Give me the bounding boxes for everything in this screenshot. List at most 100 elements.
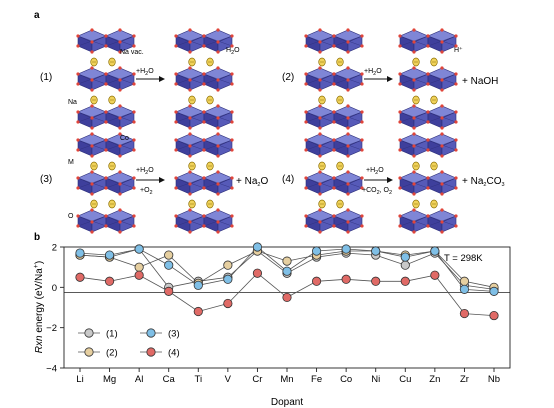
- point-series-3-zn: [430, 246, 440, 256]
- point-series-4-mn: [282, 292, 292, 303]
- point-series-2-zr: [459, 276, 470, 286]
- x-tick-label-fe: Fe: [311, 374, 322, 385]
- svg-text:+O2: +O2: [140, 187, 153, 196]
- svg-text:+CO2, O2: +CO2, O2: [362, 187, 392, 196]
- point-series-4-li: [75, 272, 85, 282]
- legend-marker-3: [146, 328, 156, 338]
- point-series-4-v: [223, 298, 233, 309]
- point-series-4-nb: [489, 310, 499, 321]
- reaction-2-side-product: + NaOH: [462, 76, 498, 87]
- point-series-4-ti: [193, 306, 203, 317]
- reaction-2-reactant-structure: [304, 28, 363, 129]
- svg-text:+ Na2CO3: + Na2CO3: [462, 176, 505, 188]
- reaction-3-product-structure: [174, 132, 233, 233]
- point-series-3-v: [223, 274, 233, 284]
- point-series-3-mg: [104, 250, 115, 260]
- x-tick-label-nb: Nb: [488, 374, 500, 385]
- reaction-1-vacancy-label: Na vac.: [120, 49, 144, 56]
- x-axis-title: Dopant: [271, 397, 303, 408]
- temperature-annotation: T = 298K: [444, 253, 483, 264]
- x-tick-label-ni: Ni: [371, 374, 380, 385]
- legend-label-3: (3): [168, 329, 180, 340]
- y-tick-label: 0: [52, 283, 57, 294]
- point-series-4-ca: [164, 286, 174, 296]
- point-series-2-mn: [282, 256, 292, 266]
- point-series-2-v: [223, 260, 233, 270]
- point-series-3-ni: [371, 246, 381, 256]
- y-axis-title: Rxn energy (eV/Na+): [33, 261, 45, 354]
- reaction-4: (4) +H2O +CO2, O2 + Na2CO3: [282, 132, 505, 233]
- point-series-4-ni: [371, 276, 381, 286]
- point-series-3-cu: [400, 252, 410, 262]
- x-tick-label-co: Co: [340, 374, 352, 385]
- point-series-3-al: [134, 244, 144, 254]
- y-tick-label: 2: [52, 243, 57, 254]
- reaction-3-reagent: +H2O +O2: [136, 167, 154, 196]
- point-series-3-li: [75, 248, 85, 258]
- svg-text:+ Na2O: + Na2O: [236, 176, 268, 188]
- series-points: [75, 242, 499, 321]
- point-series-4-fe: [311, 276, 322, 286]
- reaction-1: (1) Na vac. Na +H2O H2O: [40, 28, 240, 129]
- x-tick-label-mg: Mg: [103, 374, 116, 385]
- panel-a-letter: a: [34, 10, 40, 21]
- point-series-3-ca: [164, 260, 174, 270]
- svg-text:+H2O: +H2O: [136, 68, 154, 77]
- point-series-3-nb: [489, 286, 499, 296]
- x-tick-label-mn: Mn: [280, 374, 293, 385]
- svg-text:+H2O: +H2O: [366, 167, 384, 176]
- x-tick-label-ca: Ca: [163, 374, 176, 385]
- reaction-2: (2) +H2O H⁺ + NaOH: [282, 28, 498, 129]
- x-tick-label-ti: Ti: [195, 374, 203, 385]
- legend-label-4: (4): [168, 348, 180, 359]
- y-axis: 2 0 −2 −4: [46, 243, 64, 375]
- reaction-2-product-structure: [398, 28, 457, 129]
- legend-marker-1: [84, 328, 94, 338]
- point-series-3-mn: [282, 266, 292, 276]
- x-tick-label-li: Li: [76, 374, 83, 385]
- reaction-1-reactant-structure: [76, 28, 135, 129]
- reaction-3-m-label: M: [68, 159, 74, 166]
- point-series-1-cu: [400, 260, 410, 270]
- y-tick-label: −2: [46, 323, 57, 334]
- reaction-1-na-label: Na: [68, 99, 77, 106]
- x-tick-label-cu: Cu: [399, 374, 411, 385]
- svg-text:+H2O: +H2O: [136, 167, 154, 176]
- legend-marker-4: [146, 347, 156, 357]
- point-series-3-zr: [459, 284, 470, 294]
- reaction-1-product-structure: [174, 28, 233, 129]
- point-series-4-zr: [459, 308, 470, 319]
- x-tick-label-zn: Zn: [429, 374, 440, 385]
- reaction-3-co-label: Co: [120, 135, 129, 142]
- reaction-4-product-structure: [398, 132, 457, 233]
- point-series-4-co: [341, 274, 351, 284]
- reaction-3: (3) Co M O +H2O +O2 + Na2O: [40, 132, 268, 233]
- reaction-3-o-label: O: [68, 213, 74, 220]
- point-series-4-cr: [252, 268, 263, 278]
- panel-b-letter: b: [34, 232, 40, 243]
- y-tick-label: −4: [46, 364, 57, 375]
- reaction-4-reactant-structure: [304, 132, 363, 233]
- point-series-2-al: [134, 262, 144, 272]
- point-series-4-al: [134, 270, 144, 280]
- reaction-3-reactant-structure: [76, 132, 135, 233]
- reaction-2-reagent: +H2O: [364, 68, 382, 77]
- legend-label-2: (2): [106, 348, 118, 359]
- point-series-3-ti: [193, 280, 203, 290]
- x-tick-label-v: V: [225, 374, 232, 385]
- point-series-3-co: [341, 244, 351, 254]
- reaction-3-side-product: + Na2O: [236, 176, 268, 188]
- energy-chart: 2 0 −2 −4 Li Mg Al Ca Ti V Cr Mn Fe Co Ni Cu Zn Zr Nb T =…: [33, 242, 511, 408]
- x-tick-label-zr: Zr: [460, 374, 469, 385]
- point-series-3-cr: [252, 242, 263, 252]
- x-tick-label-cr: Cr: [252, 374, 262, 385]
- svg-text:H2O: H2O: [226, 47, 240, 56]
- x-axis: Li Mg Al Ca Ti V Cr Mn Fe Co Ni Cu Zn Zr Nb: [76, 368, 500, 385]
- legend-label-1: (1): [106, 329, 118, 340]
- x-tick-label-al: Al: [135, 374, 143, 385]
- point-series-3-fe: [311, 246, 322, 256]
- point-series-2-ca: [164, 250, 174, 260]
- reaction-2-id: (2): [282, 72, 294, 83]
- reaction-1-reagent: +H2O: [136, 68, 154, 77]
